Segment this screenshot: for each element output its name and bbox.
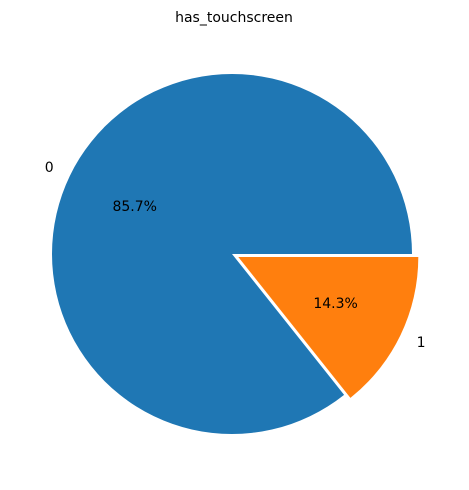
- slice-label-0: 0: [45, 160, 54, 176]
- slice-percent-0: 85.7%: [112, 199, 156, 215]
- slice-label-1: 1: [417, 335, 426, 351]
- chart-title: has_touchscreen: [175, 10, 293, 26]
- pie-slices: [52, 74, 418, 434]
- slice-percent-1: 14.3%: [313, 296, 357, 312]
